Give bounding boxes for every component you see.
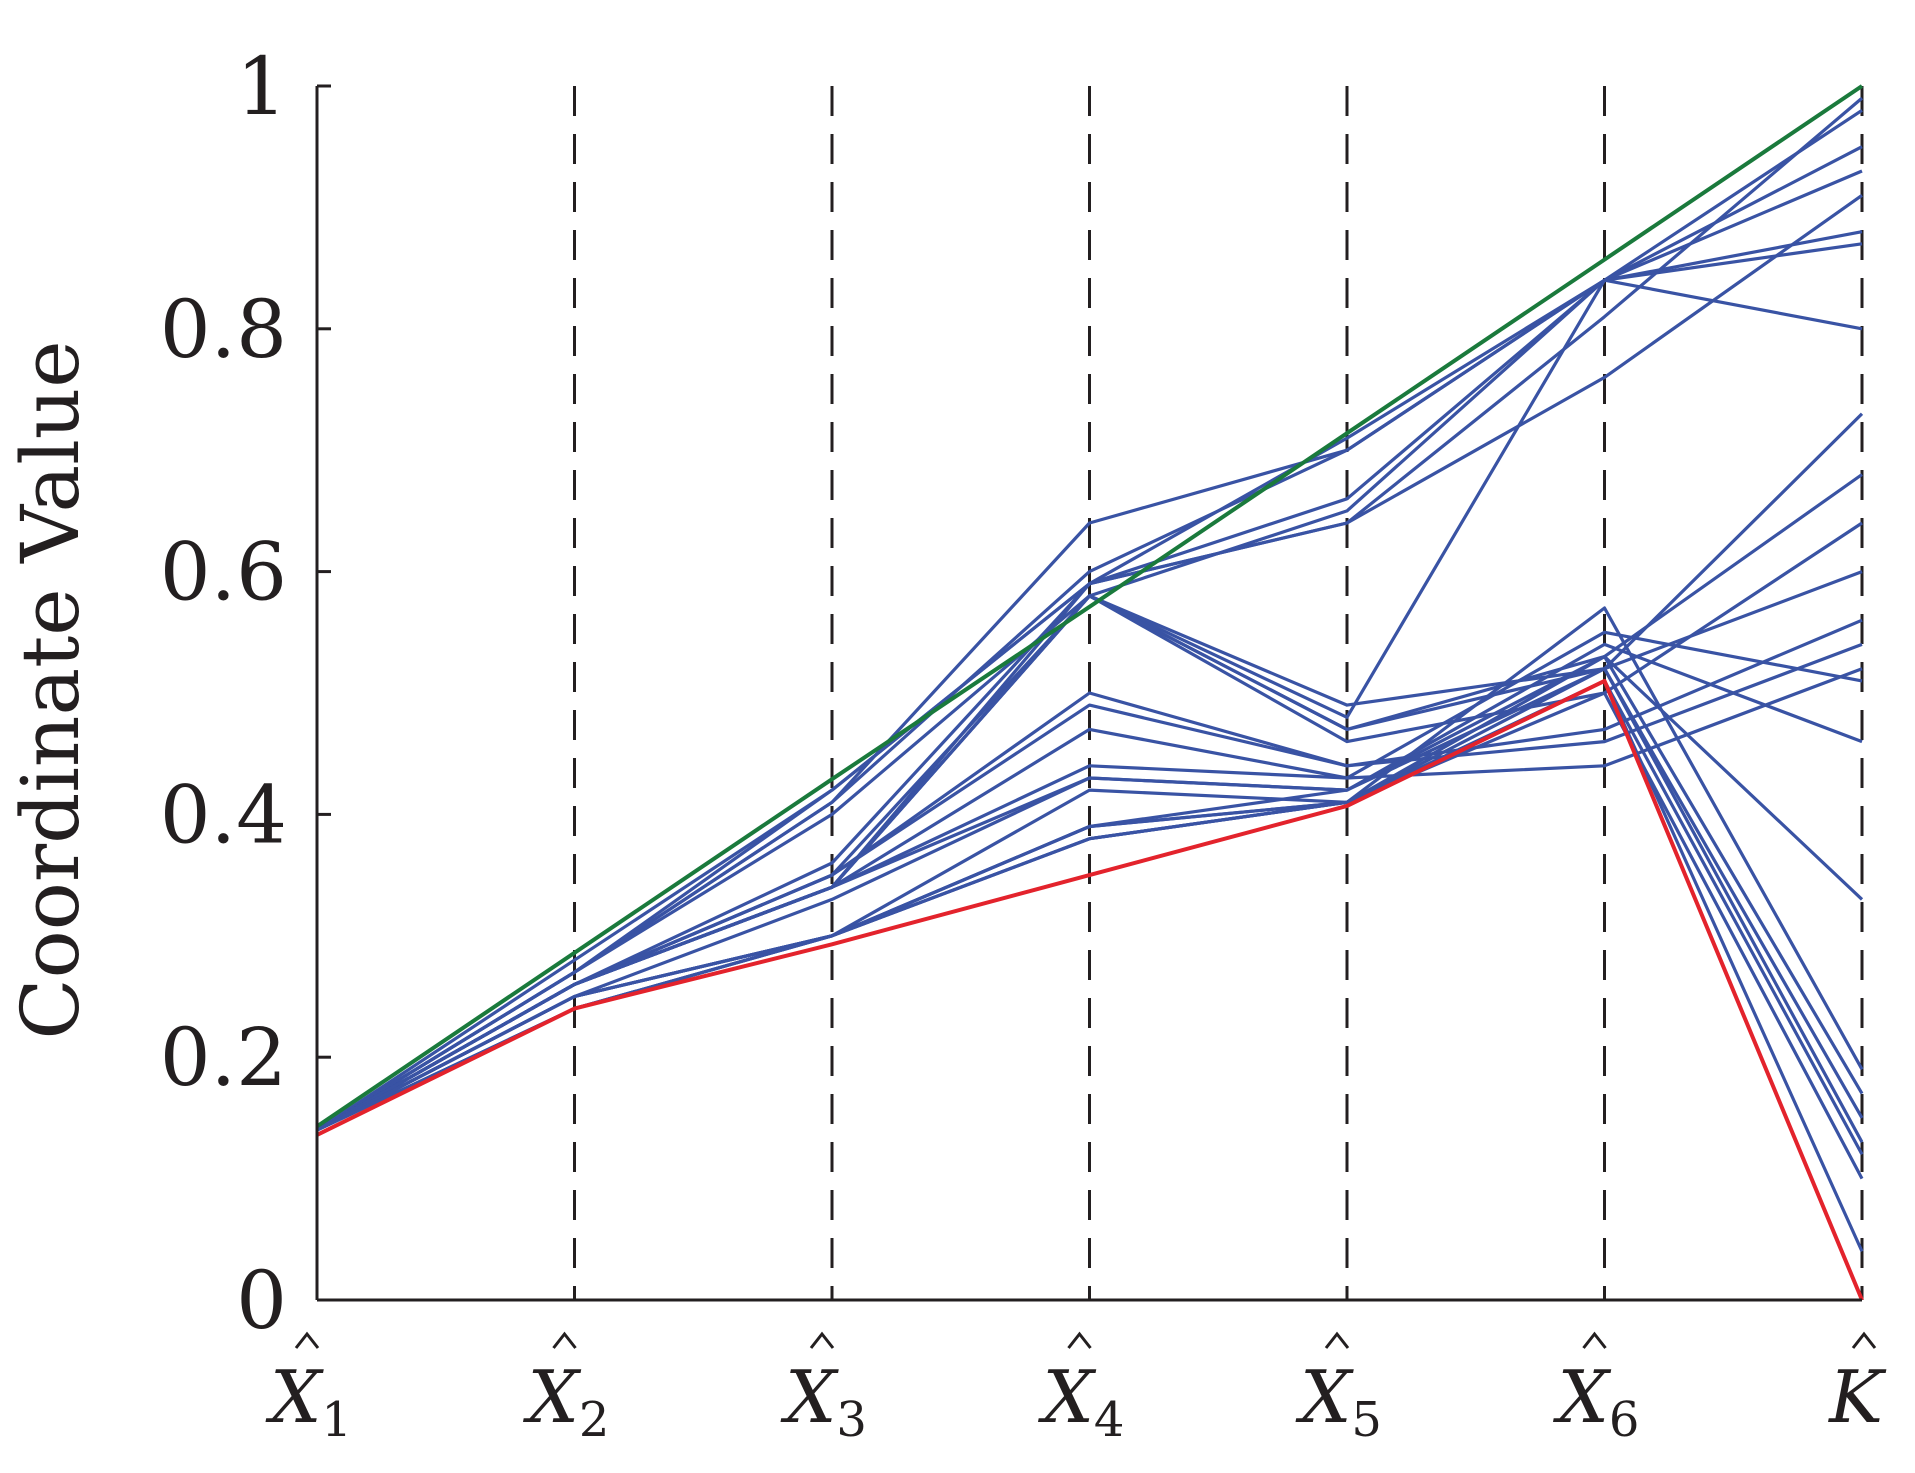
hat-accent	[809, 1331, 835, 1349]
axes	[315, 86, 1862, 1302]
y-axis-ticks: 0 0.2 0.4 0.6 0.8 1	[160, 40, 331, 1347]
hat-accent	[1582, 1331, 1607, 1349]
x-category-label: X1	[265, 1331, 352, 1448]
x-category-label: X2	[523, 1331, 610, 1448]
x-category-label: K	[1827, 1331, 1887, 1439]
series-line-27	[316, 678, 1864, 1301]
x-tick-label: X5	[1295, 1355, 1382, 1448]
y-axis-title: Coordinate Value	[4, 340, 97, 1039]
hat-accent	[294, 1331, 320, 1349]
y-tick-label: 0.8	[160, 283, 287, 376]
x-tick-label: X1	[265, 1355, 352, 1448]
hat-accent	[1324, 1331, 1350, 1349]
x-category-label: X6	[1553, 1331, 1640, 1448]
y-tick-label: 0	[236, 1254, 287, 1347]
x-tick-label: X2	[523, 1355, 610, 1448]
x-category-label: X5	[1295, 1331, 1382, 1448]
x-category-label: X3	[780, 1331, 867, 1448]
x-tick-label: K	[1827, 1355, 1887, 1439]
y-tick-label: 0.2	[160, 1011, 287, 1104]
hat-accent	[1851, 1331, 1877, 1349]
series-line-26	[315, 84, 1864, 1129]
x-tick-label: X4	[1038, 1355, 1125, 1448]
y-tick-label: 1	[236, 40, 287, 133]
x-tick-label: X3	[780, 1355, 867, 1448]
vertical-gridlines	[573, 86, 1864, 1300]
x-tick-label: X6	[1553, 1355, 1640, 1448]
x-axis-labels: X1 X2 X3 X4 X5 X6 K	[265, 1331, 1887, 1448]
series-lines	[315, 84, 1864, 1301]
hat-accent	[1067, 1331, 1092, 1349]
y-tick-label: 0.6	[160, 526, 287, 619]
hat-accent	[552, 1331, 577, 1349]
x-category-label: X4	[1038, 1331, 1125, 1448]
y-tick-label: 0.4	[160, 768, 287, 861]
